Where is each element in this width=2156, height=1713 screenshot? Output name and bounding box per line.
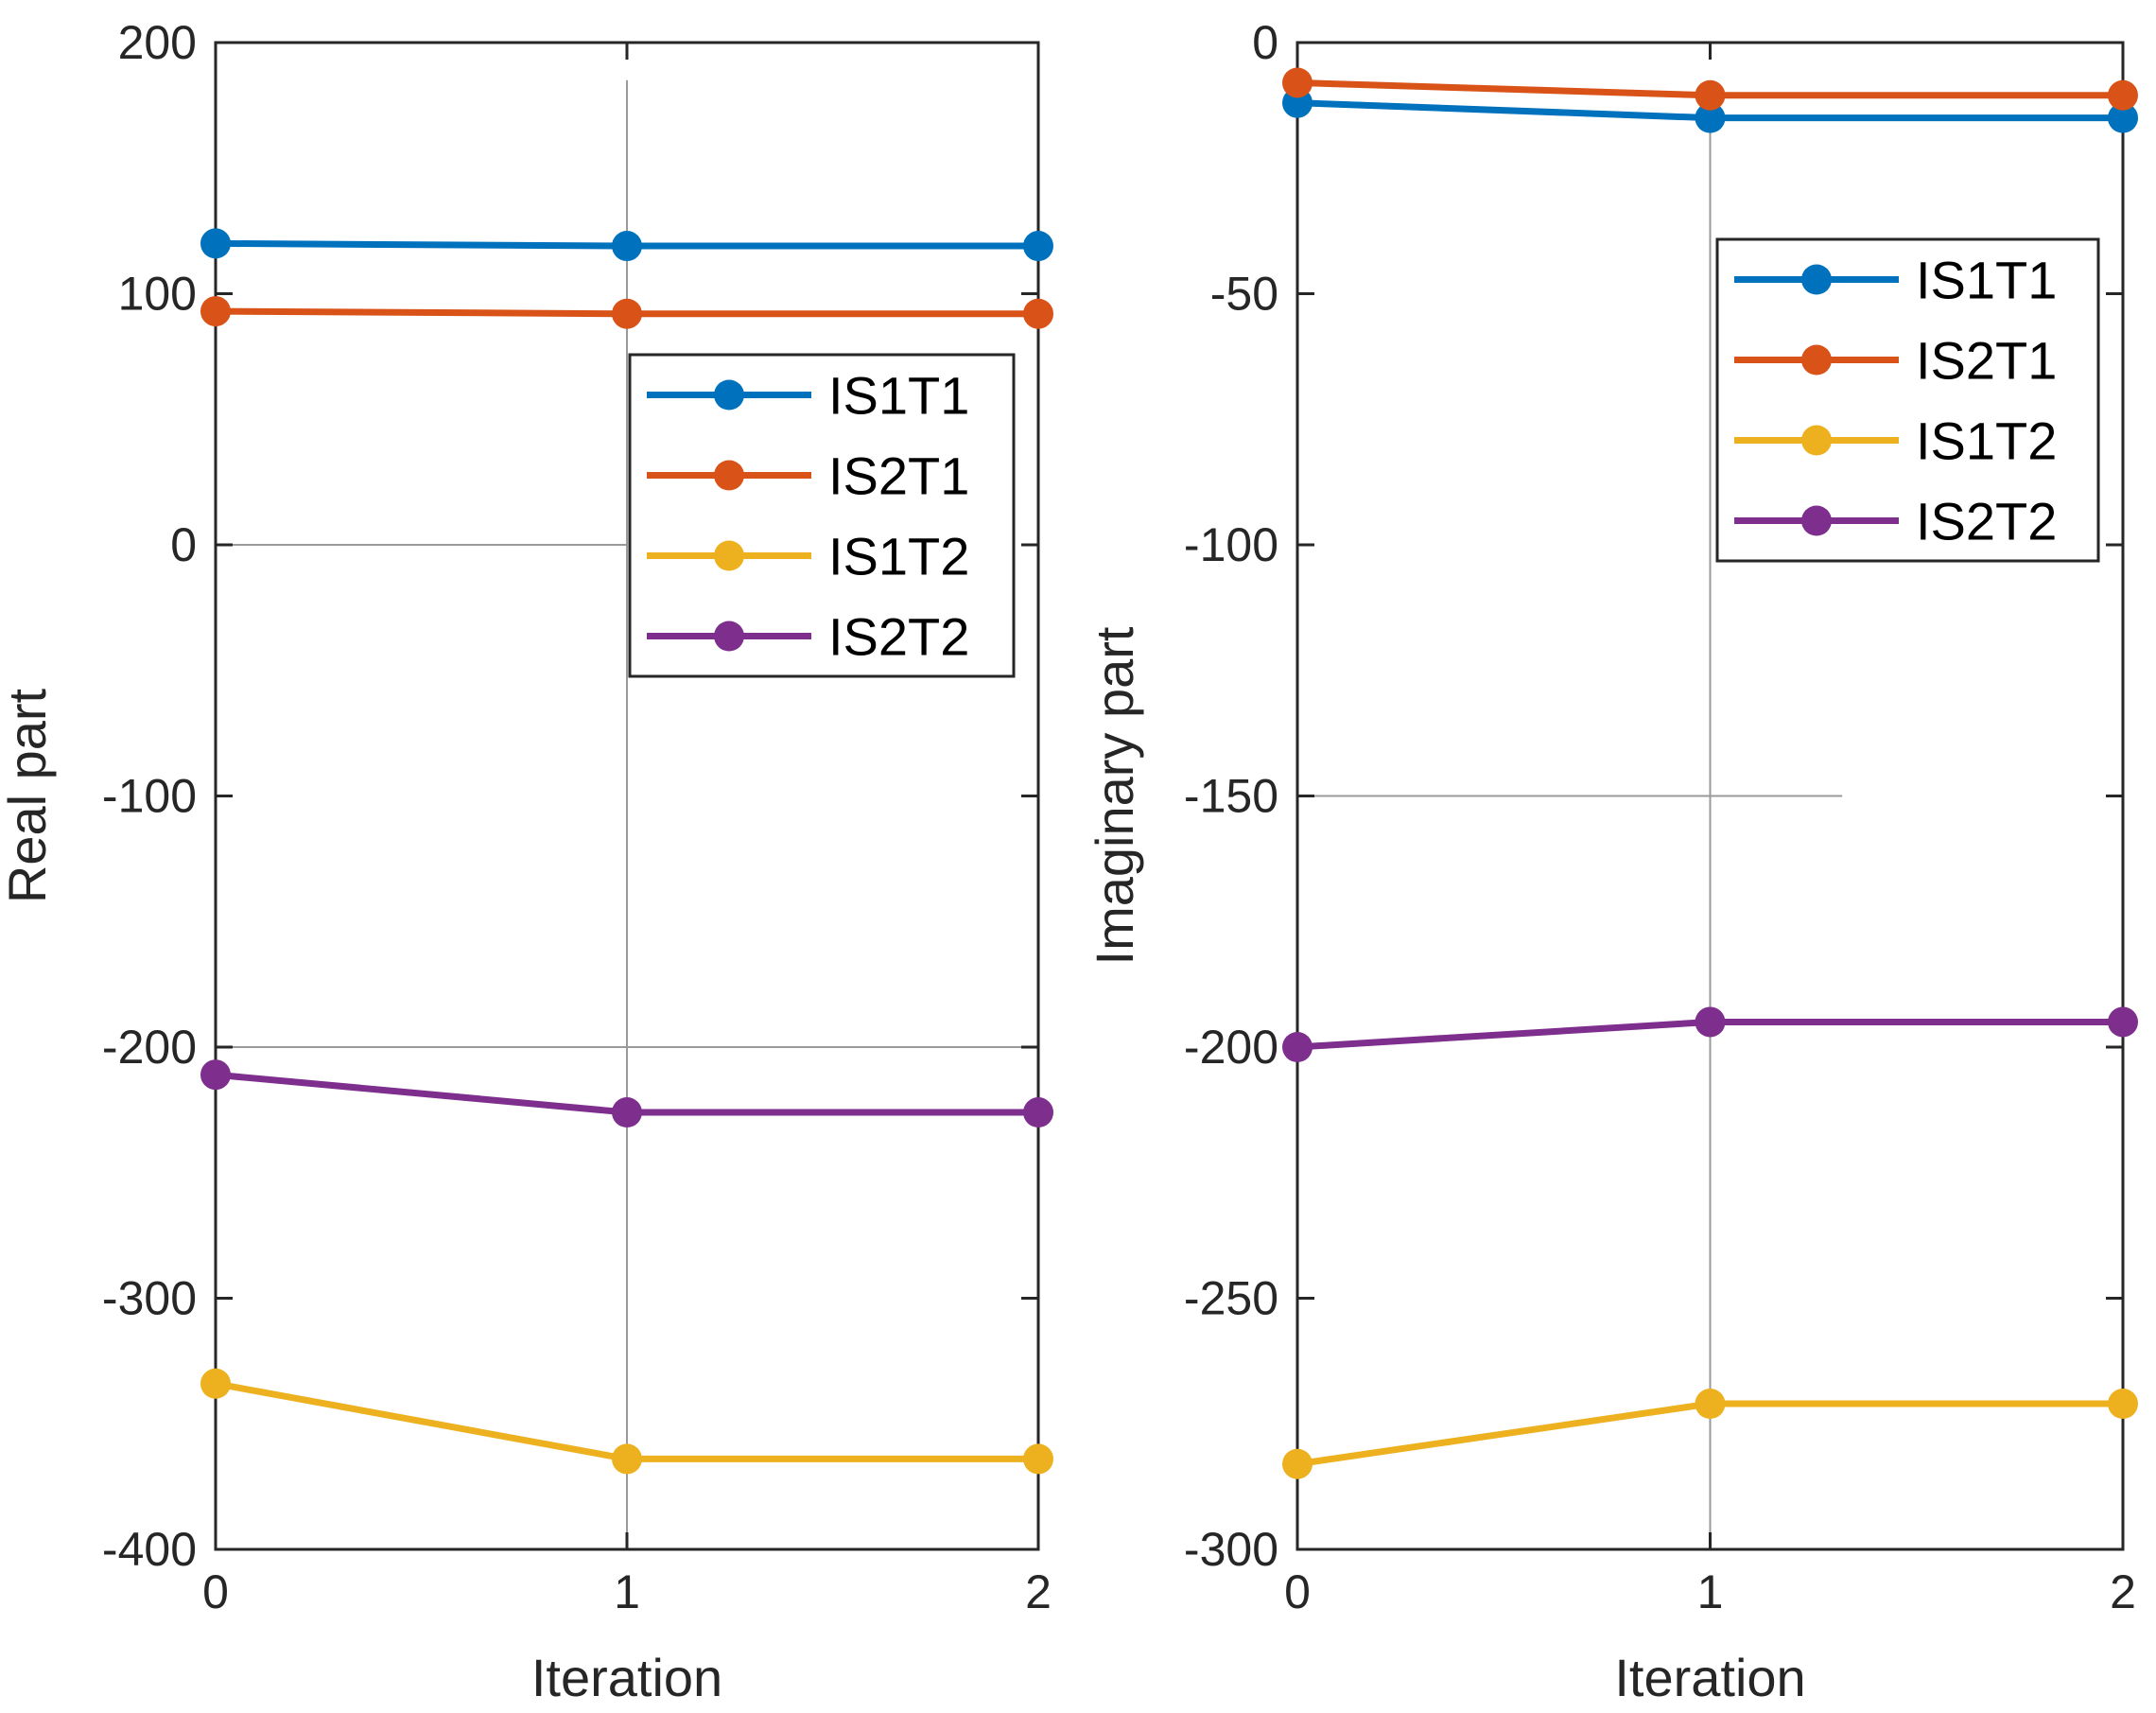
y-tick-label: -150	[1184, 770, 1278, 823]
legend-marker-is2t2	[1801, 505, 1832, 536]
data-point-is2t1	[1695, 79, 1726, 111]
x-tick-label: 1	[614, 1565, 640, 1618]
legend-marker-is1t1	[714, 379, 744, 411]
x-tick-label: 2	[1025, 1565, 1052, 1618]
y-tick-label: 200	[118, 16, 197, 69]
data-point-is2t1	[200, 296, 231, 327]
data-point-is2t1	[1282, 67, 1313, 98]
legend-marker-is2t1	[714, 460, 744, 491]
y-tick-label: 0	[170, 518, 197, 571]
data-point-is1t2	[1023, 1443, 1053, 1475]
y-tick-label: -50	[1210, 268, 1278, 321]
legend-label-is1t2: IS1T2	[828, 527, 969, 586]
x-tick-label: 1	[1697, 1565, 1724, 1618]
data-point-is1t2	[612, 1443, 642, 1475]
legend-label-is2t2: IS2T2	[828, 607, 969, 667]
legend-label-is1t1: IS1T1	[828, 366, 969, 426]
legend-marker-is1t1	[1801, 264, 1832, 295]
legend: IS1T1 IS2T1 IS1T2 IS2T2	[1715, 237, 2100, 563]
y-tick-label: -100	[1184, 518, 1278, 571]
x-tick-label: 2	[2110, 1565, 2136, 1618]
legend-label-is2t2: IS2T2	[1916, 492, 2057, 551]
data-point-is1t2	[1695, 1389, 1726, 1420]
y-tick-label: -200	[1184, 1021, 1278, 1074]
data-point-is2t2	[612, 1097, 642, 1128]
y-tick-label: -300	[1184, 1523, 1278, 1576]
data-point-is2t2	[1282, 1032, 1313, 1062]
y-tick-label: 0	[1252, 16, 1278, 69]
data-point-is1t2	[1282, 1448, 1313, 1479]
y-tick-label: -100	[102, 770, 197, 823]
data-point-is1t1	[1695, 102, 1726, 133]
data-point-is2t1	[2108, 79, 2138, 111]
legend-label-is1t1: IS1T1	[1916, 251, 2057, 310]
data-point-is2t1	[612, 298, 642, 329]
legend-label-is2t1: IS2T1	[1916, 331, 2057, 391]
x-tick-label: 0	[1284, 1565, 1311, 1618]
y-axis-title: Real part	[0, 688, 57, 903]
data-point-is1t2	[200, 1368, 231, 1399]
y-tick-label: -300	[102, 1272, 197, 1325]
data-point-is2t1	[1023, 298, 1053, 329]
data-point-is2t2	[1695, 1006, 1726, 1038]
data-point-is2t2	[2108, 1006, 2138, 1038]
data-point-is1t2	[2108, 1389, 2138, 1420]
legend-marker-is1t2	[714, 540, 744, 571]
legend-label-is2t1: IS2T1	[828, 446, 969, 506]
y-tick-label: 100	[118, 268, 197, 321]
axes-frame	[214, 41, 1040, 1551]
data-point-is2t2	[1023, 1097, 1053, 1128]
data-point-is1t1	[2108, 102, 2138, 133]
axes-frame	[1295, 41, 2125, 1551]
legend-box	[628, 353, 1016, 678]
data-point-is1t1	[1023, 231, 1053, 262]
y-tick-label: -200	[102, 1021, 197, 1074]
legend: IS1T1 IS2T1 IS1T2 IS2T2	[628, 353, 1016, 678]
legend-marker-is2t1	[1801, 344, 1832, 376]
y-tick-label: -400	[102, 1523, 197, 1576]
data-point-is1t1	[612, 231, 642, 262]
legend-box	[1715, 237, 2100, 563]
x-axis-title: Iteration	[1614, 1648, 1805, 1707]
y-tick-label: -250	[1184, 1272, 1278, 1325]
x-tick-label: 0	[202, 1565, 229, 1618]
legend-label-is1t2: IS1T2	[1916, 411, 2057, 471]
legend-marker-is2t2	[714, 621, 744, 652]
y-axis-title: Imaginary part	[1085, 626, 1144, 965]
legend-marker-is1t2	[1801, 425, 1832, 456]
x-axis-title: Iteration	[531, 1648, 722, 1707]
data-point-is1t1	[200, 228, 231, 259]
data-point-is2t2	[200, 1059, 231, 1091]
